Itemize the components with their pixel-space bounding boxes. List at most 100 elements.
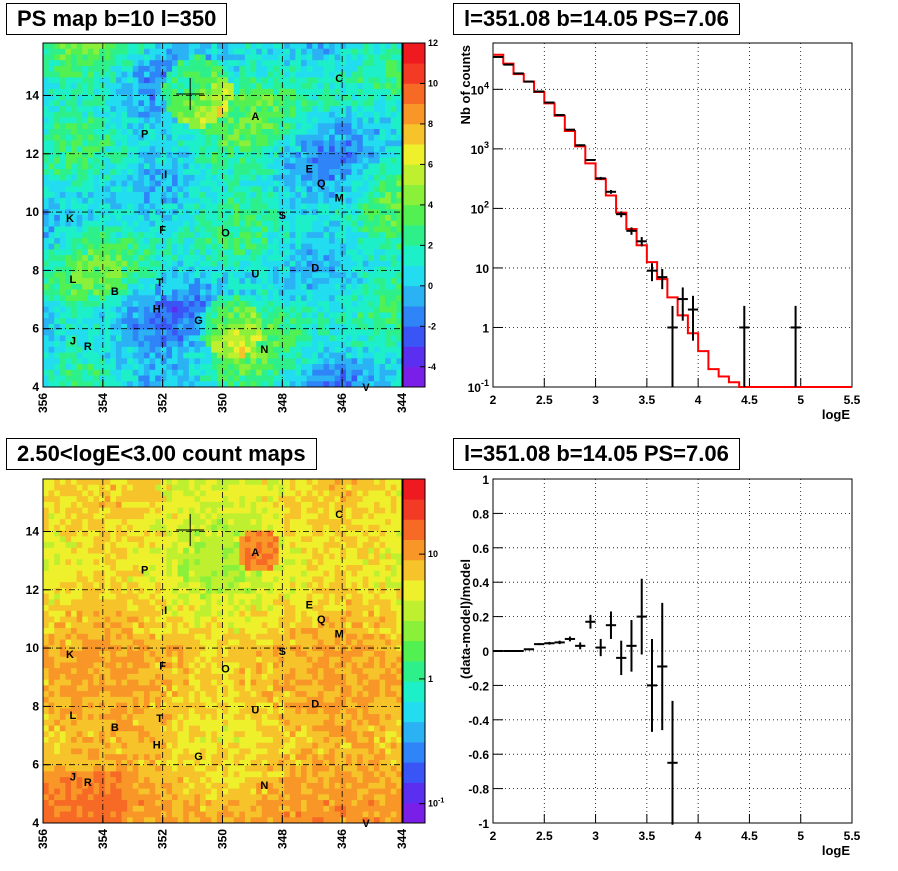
map-cell [54, 94, 61, 101]
map-cell [317, 536, 324, 543]
map-cell [368, 192, 375, 199]
map-cell [261, 186, 268, 193]
map-cell [166, 140, 173, 147]
map-cell [132, 312, 139, 319]
map-cell [222, 352, 229, 359]
map-cell [239, 255, 246, 262]
map-cell [194, 134, 201, 141]
map-cell [93, 220, 100, 227]
map-cell [222, 530, 229, 537]
map-cell [115, 192, 122, 199]
map-cell [104, 100, 111, 107]
map-cell [295, 364, 302, 371]
map-cell [357, 553, 364, 560]
map-cell [115, 530, 122, 537]
map-cell [149, 496, 156, 503]
map-cell [362, 318, 369, 325]
map-cell [216, 346, 223, 353]
map-cell [172, 94, 179, 101]
map-cell [54, 318, 61, 325]
map-cell [357, 496, 364, 503]
map-cell [368, 134, 375, 141]
map-cell [138, 524, 145, 531]
map-cell [379, 536, 386, 543]
map-cell [256, 524, 263, 531]
map-cell [357, 111, 364, 118]
map-cell [71, 519, 78, 526]
map-cell [362, 151, 369, 159]
map-cell [155, 519, 162, 526]
map-cell [149, 490, 156, 497]
map-cell [71, 140, 78, 147]
map-cell [289, 197, 296, 204]
map-cell [301, 220, 308, 227]
map-cell [385, 306, 392, 313]
map-cell [211, 60, 218, 67]
map-cell [216, 157, 223, 164]
map-cell [334, 157, 341, 164]
map-cell [340, 226, 347, 233]
map-cell [216, 519, 223, 526]
map-cell [216, 352, 223, 359]
map-cell [177, 323, 184, 331]
map-cell [93, 301, 100, 308]
map-cell [244, 375, 251, 382]
map-cell [183, 289, 190, 296]
map-cell [385, 203, 392, 210]
map-cell [59, 335, 66, 342]
map-cell [183, 513, 190, 520]
map-cell [71, 43, 78, 50]
map-cell [340, 151, 347, 159]
map-cell [379, 192, 386, 199]
map-cell [205, 151, 212, 159]
map-cell [183, 197, 190, 204]
map-cell [301, 369, 308, 376]
map-cell [261, 542, 268, 549]
map-cell [239, 341, 246, 348]
map-cell [194, 524, 201, 531]
map-cell [340, 111, 347, 118]
map-cell [48, 570, 55, 577]
map-cell [59, 197, 66, 204]
map-cell [87, 140, 94, 147]
x-tick-label: 344 [395, 393, 409, 413]
map-cell [183, 553, 190, 560]
map-cell [385, 192, 392, 199]
map-cell [132, 243, 139, 250]
map-cell [239, 352, 246, 359]
map-cell [87, 501, 94, 509]
map-cell [110, 65, 117, 73]
map-cell [127, 565, 134, 572]
map-cell [110, 77, 117, 84]
map-cell [396, 54, 403, 61]
map-cell [301, 266, 308, 273]
map-cell [301, 479, 308, 486]
map-cell [138, 197, 145, 204]
map-cell [59, 312, 66, 319]
map-cell [43, 306, 50, 313]
map-cell [87, 323, 94, 331]
map-cell [256, 559, 263, 566]
map-cell [48, 60, 55, 67]
map-cell [362, 260, 369, 267]
map-cell [222, 519, 229, 526]
map-cell [301, 243, 308, 250]
map-cell [160, 169, 167, 176]
map-cell [272, 278, 279, 285]
map-cell [284, 197, 291, 204]
map-cell [166, 106, 173, 113]
map-cell [177, 306, 184, 313]
map-cell [340, 536, 347, 543]
map-cell [233, 283, 240, 290]
map-cell [65, 335, 72, 342]
map-cell [76, 100, 83, 107]
map-cell [143, 352, 150, 359]
map-cell [340, 301, 347, 308]
map-cell [351, 111, 358, 118]
map-cell [233, 312, 240, 319]
map-cell [239, 260, 246, 267]
map-cell [121, 542, 128, 549]
map-cell [54, 203, 61, 210]
map-cell [334, 60, 341, 67]
map-cell [138, 381, 145, 388]
